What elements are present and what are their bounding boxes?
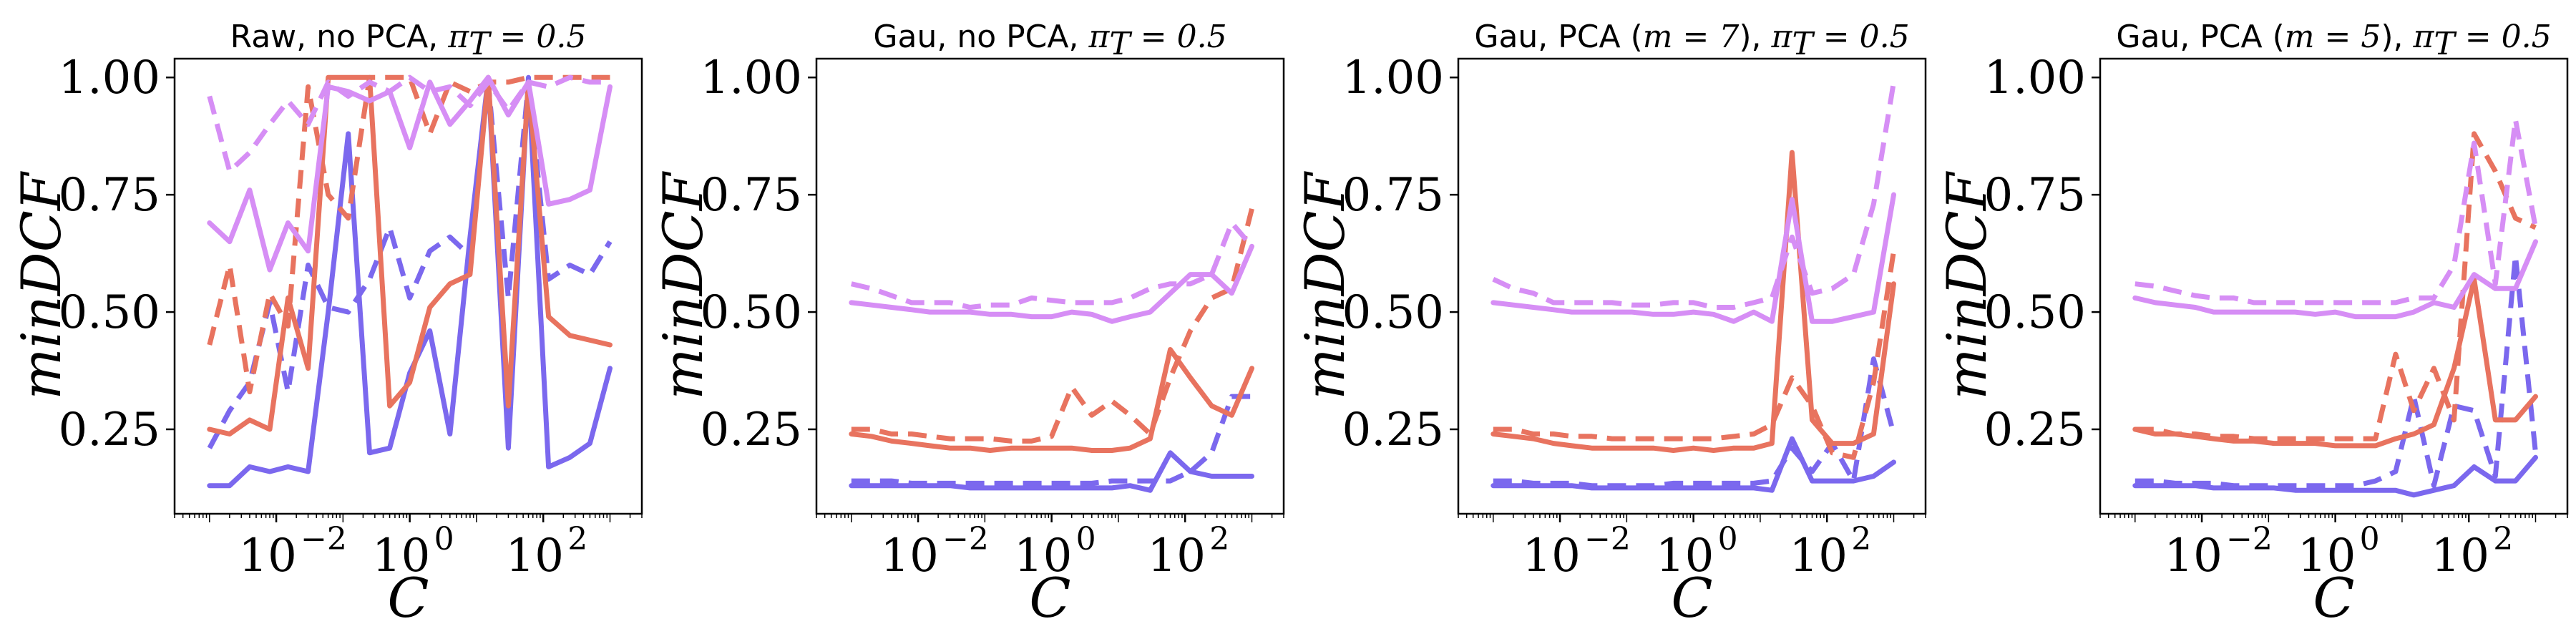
- series-line-2: [207, 79, 613, 449]
- x-tick-exponent: 0: [2360, 521, 2380, 557]
- series-line-4: [207, 74, 610, 394]
- series-line-1: [2132, 454, 2538, 498]
- series-line-3: [207, 74, 613, 436]
- x-tick-label: 10: [1789, 530, 1847, 582]
- y-tick-label: 0.25: [1342, 404, 1445, 457]
- x-tick-label: 10: [505, 530, 563, 582]
- x-tick-label: 10: [2431, 530, 2489, 582]
- x-tick-label: 10: [372, 530, 430, 582]
- chart-title: Gau, PCA (m = 5), πT = 0.5: [2116, 19, 2551, 62]
- y-axis-label: minDCF: [1293, 171, 1357, 399]
- x-tick-exponent: 0: [1718, 521, 1738, 557]
- x-tick-exponent: 2: [1851, 521, 1871, 557]
- series-line-6: [2135, 117, 2538, 306]
- x-axis-label: C: [1671, 566, 1712, 630]
- series-line-5: [849, 243, 1254, 324]
- y-tick-label: 1.00: [701, 52, 803, 104]
- series-line-3: [1491, 150, 1896, 453]
- plot-frame: [1457, 57, 1927, 515]
- y-tick-label: 1.00: [1342, 52, 1445, 104]
- y-tick-label: 0.50: [59, 286, 161, 339]
- x-tick-label: 10: [1014, 530, 1072, 582]
- x-tick-label: 10: [1147, 530, 1205, 582]
- x-tick-label: 10: [1522, 530, 1580, 582]
- series-line-5: [1491, 192, 1896, 324]
- y-tick-label: 0.25: [59, 404, 161, 457]
- y-axis-label: minDCF: [9, 171, 73, 399]
- y-axis-label: minDCF: [651, 171, 715, 399]
- chart-title: Gau, PCA (m = 7), πT = 0.5: [1474, 19, 1909, 62]
- y-tick-label: 0.75: [1342, 169, 1445, 222]
- x-tick-exponent: 2: [1209, 521, 1229, 557]
- x-tick-exponent: 0: [434, 521, 454, 557]
- x-axis-label: C: [1029, 566, 1070, 630]
- y-tick-label: 0.75: [59, 169, 161, 222]
- x-tick-label: 10: [238, 530, 296, 582]
- x-tick-exponent: −2: [942, 521, 989, 557]
- x-axis-label: C: [387, 566, 429, 630]
- series-line-2: [1493, 356, 1896, 489]
- y-tick-label: 0.75: [1984, 169, 2087, 222]
- x-tick-exponent: 0: [1076, 521, 1096, 557]
- y-tick-label: 0.25: [1984, 404, 2087, 457]
- x-axis-label: C: [2313, 566, 2354, 630]
- series-line-4: [851, 208, 1254, 444]
- x-tick-label: 10: [2164, 530, 2222, 582]
- x-tick-exponent: −2: [1584, 521, 1631, 557]
- y-tick-label: 1.00: [1984, 52, 2087, 104]
- plot-frame: [2099, 57, 2569, 515]
- series-line-4: [1493, 250, 1896, 460]
- series-line-3: [849, 347, 1254, 453]
- chart-title: Raw, no PCA, πT = 0.5: [230, 19, 587, 62]
- y-axis-label: minDCF: [1935, 171, 1999, 399]
- y-tick-label: 1.00: [59, 52, 161, 104]
- y-tick-label: 0.75: [701, 169, 803, 222]
- x-tick-exponent: −2: [2226, 521, 2273, 557]
- series-line-6: [207, 74, 610, 174]
- series-line-4: [2135, 131, 2537, 441]
- plot-frame: [815, 57, 1285, 515]
- chart-title: Gau, no PCA, πT = 0.5: [873, 19, 1226, 62]
- series-line-6: [850, 220, 1254, 310]
- x-tick-exponent: −2: [301, 521, 347, 557]
- y-tick-label: 0.50: [701, 286, 803, 339]
- x-tick-label: 10: [1656, 530, 1714, 582]
- plot-frame: [173, 57, 643, 515]
- series-line-2: [851, 394, 1252, 486]
- series-line-2: [2135, 253, 2538, 489]
- y-tick-label: 0.25: [701, 404, 803, 457]
- series-line-6: [1492, 82, 1896, 310]
- x-tick-label: 10: [2298, 530, 2356, 582]
- x-tick-exponent: 2: [2493, 521, 2513, 557]
- x-tick-label: 10: [880, 530, 938, 582]
- y-tick-label: 0.50: [1984, 286, 2087, 339]
- series-line-5: [207, 74, 613, 273]
- x-tick-exponent: 2: [567, 521, 587, 557]
- series-line-5: [2132, 239, 2538, 320]
- y-tick-label: 0.50: [1342, 286, 1445, 339]
